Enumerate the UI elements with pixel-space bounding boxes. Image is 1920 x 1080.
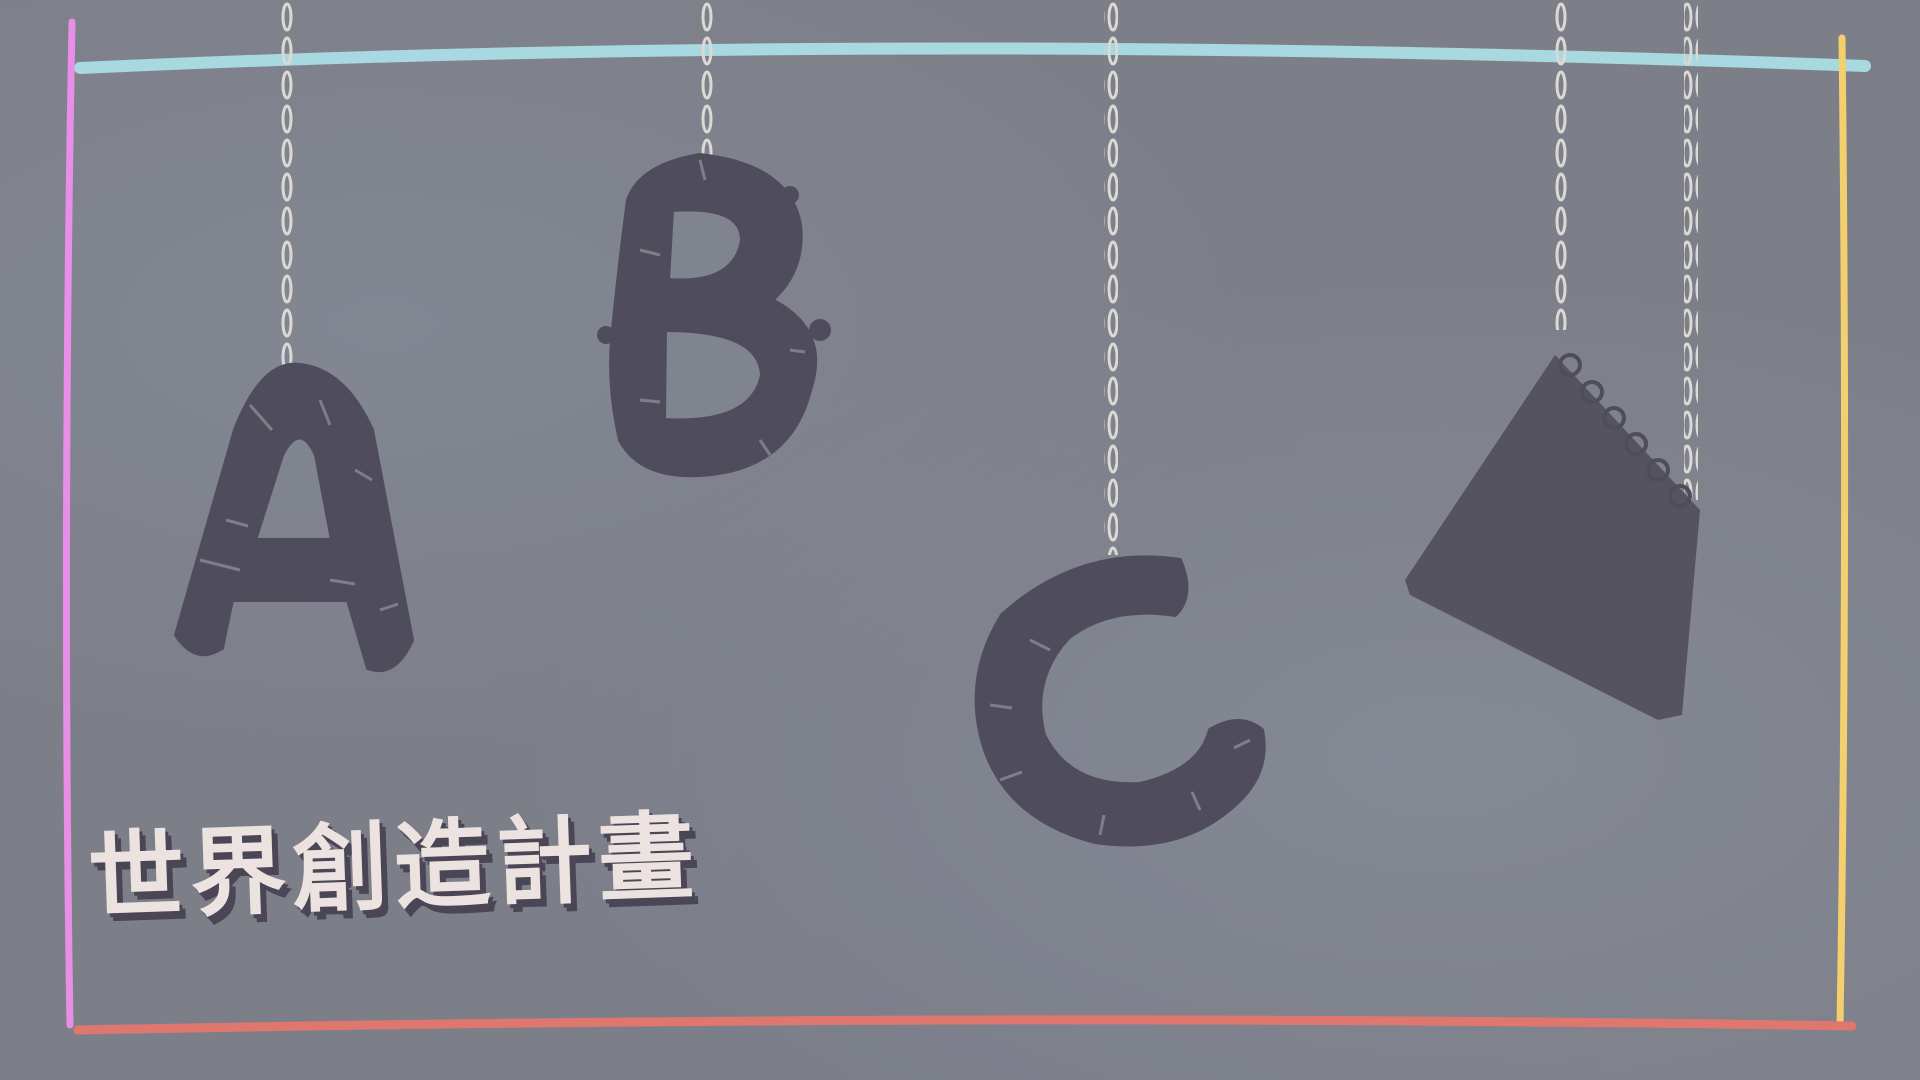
string-notebook-right — [1684, 0, 1698, 500]
letter-b-icon — [597, 152, 831, 478]
frame-bottom-line — [73, 1015, 1857, 1035]
letter-c-icon — [974, 555, 1266, 847]
string-c — [1104, 0, 1118, 555]
letter-a-icon — [173, 362, 415, 673]
frame-right-line — [1836, 34, 1849, 1029]
notebook-icon — [1405, 353, 1700, 720]
string-notebook-left — [1554, 0, 1568, 330]
frame-top-line — [74, 42, 1871, 74]
frame-left-line — [62, 18, 76, 1029]
string-b — [701, 0, 715, 155]
frame — [62, 18, 1871, 1035]
hanging-strings — [280, 0, 1698, 555]
string-a — [280, 0, 294, 365]
title-logo: 世界創造計畫 — [86, 800, 702, 934]
